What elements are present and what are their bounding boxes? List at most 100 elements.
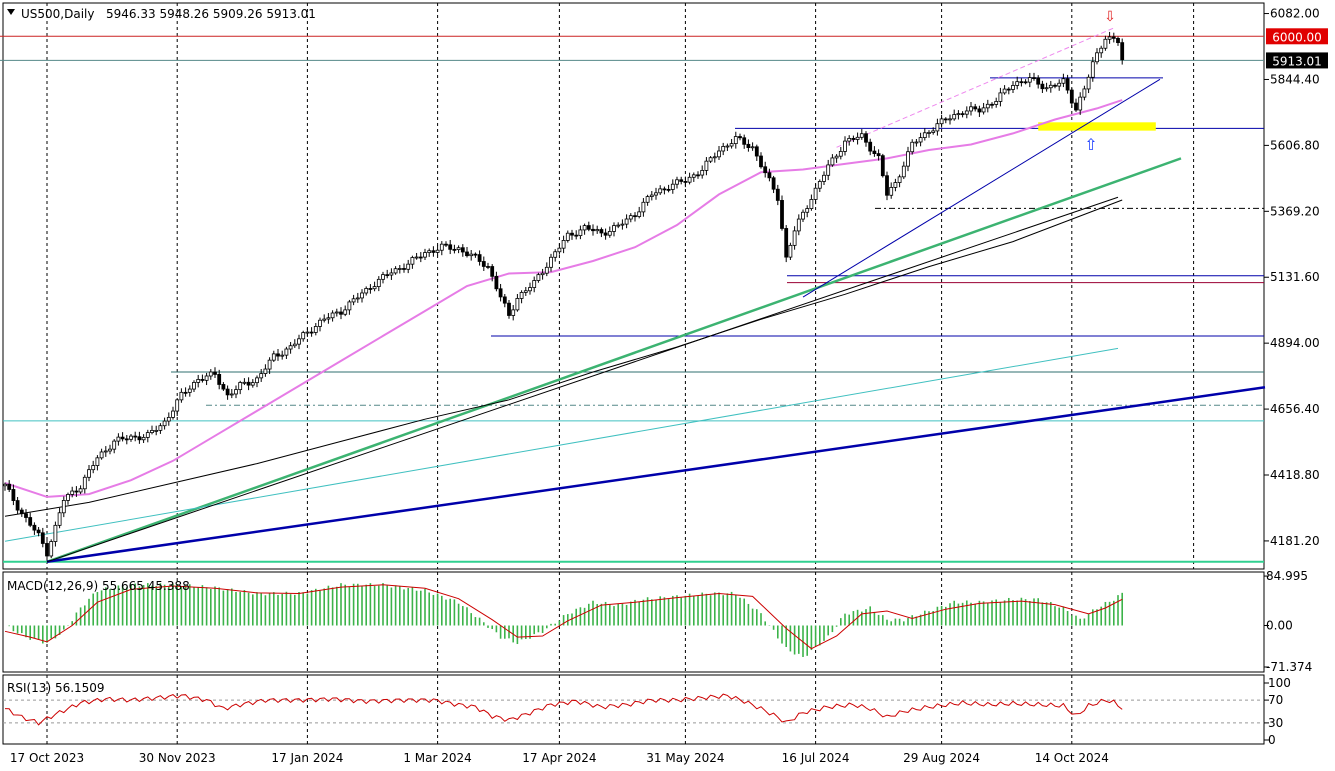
candle-bull <box>914 141 919 144</box>
candle-bull <box>595 229 600 232</box>
x-tick-label: 30 Nov 2023 <box>139 751 216 765</box>
candle-bear <box>780 200 784 229</box>
horizontal-levels <box>0 35 1264 563</box>
candle-bull <box>78 488 83 493</box>
candle-bull <box>87 469 91 478</box>
candle-bull <box>301 332 306 340</box>
candle-bull <box>645 196 650 203</box>
candle-bear <box>977 108 982 113</box>
candle-bull <box>922 132 927 138</box>
candle-bull <box>939 118 944 125</box>
candle-bull <box>717 150 721 158</box>
candle-bull <box>288 345 293 350</box>
down-arrow-icon: ⇩ <box>1104 9 1116 25</box>
x-tick-label: 14 Oct 2024 <box>1035 751 1109 765</box>
candle-bull <box>733 136 738 145</box>
candle-bear <box>339 311 343 315</box>
candle-bear <box>1053 84 1057 87</box>
candle-bull <box>255 377 259 384</box>
candle-bull <box>691 174 696 178</box>
candle-bull <box>326 317 331 320</box>
candle-bear <box>460 247 465 253</box>
candle-bear <box>385 274 390 277</box>
candle-bull <box>515 298 520 311</box>
candle-bear <box>490 266 495 277</box>
candle-bull <box>66 494 70 501</box>
x-tick-label: 31 May 2024 <box>646 751 724 765</box>
candle-bull <box>82 476 87 490</box>
candle-bull <box>893 182 898 188</box>
candle-bull <box>238 382 243 391</box>
candle-bull <box>796 218 801 232</box>
y-tick-label: 4894.00 <box>1270 336 1320 350</box>
candle-bear <box>775 188 780 201</box>
candle-bull <box>889 187 894 196</box>
candle-bull <box>192 382 196 390</box>
candle-bear <box>767 172 772 179</box>
candle-bear <box>763 166 768 174</box>
x-tick-label: 17 Jan 2024 <box>271 751 343 765</box>
candle-bull <box>280 354 285 357</box>
candle-bull <box>355 297 360 300</box>
candle-bull <box>250 382 255 386</box>
candle-bear <box>960 113 965 116</box>
candle-bear <box>448 244 453 250</box>
candle-bull <box>196 379 201 383</box>
last-price-label: 5913.01 <box>1272 54 1322 68</box>
candle-bull <box>725 145 730 148</box>
trendline <box>836 27 1114 148</box>
candle-bull <box>99 451 104 459</box>
candle-bear <box>880 155 885 177</box>
candle-bull <box>641 201 646 213</box>
candle-bear <box>276 353 280 357</box>
candle-bear <box>591 228 595 232</box>
candle-bull <box>70 490 75 495</box>
candle-bull <box>607 231 612 236</box>
candle-bull <box>847 137 852 142</box>
candle-bull <box>330 312 335 319</box>
candle-bear <box>1040 83 1045 90</box>
candle-bull <box>410 257 415 265</box>
candle-bear <box>473 253 478 256</box>
candle-bull <box>1082 88 1087 98</box>
x-tick-label: 16 Jul 2024 <box>782 751 850 765</box>
candle-bull <box>998 92 1003 102</box>
candle-bull <box>670 183 675 190</box>
candle-bull <box>103 450 108 453</box>
candle-bull <box>376 278 381 287</box>
candle-bull <box>334 311 339 314</box>
candle-bull <box>788 244 793 258</box>
candle-bull <box>948 118 952 121</box>
candlesticks <box>3 31 1125 561</box>
candle-bull <box>721 146 726 152</box>
candle-bull <box>704 160 709 171</box>
candle-bear <box>1065 78 1070 91</box>
symbol-menu-triangle-icon[interactable] <box>7 9 15 15</box>
candle-bull <box>179 391 184 401</box>
candle-bull <box>292 343 297 347</box>
macd-y-tick-label: 84.995 <box>1266 569 1308 583</box>
candle-bear <box>431 250 436 253</box>
candle-bull <box>969 106 973 112</box>
candle-bull <box>519 292 524 299</box>
candle-bear <box>771 177 776 190</box>
candle-bull <box>175 399 180 412</box>
candle-bull <box>318 319 322 327</box>
trendline <box>46 386 1266 564</box>
candle-bull <box>1061 78 1066 84</box>
candle-bear <box>24 513 28 518</box>
candle-bear <box>1032 77 1036 80</box>
candle-bear <box>213 371 217 375</box>
candle-bull <box>700 170 705 176</box>
candle-bull <box>906 151 910 167</box>
candle-bull <box>49 541 54 557</box>
candle-bull <box>708 157 713 162</box>
trendline <box>46 196 1119 563</box>
candle-bear <box>15 500 20 511</box>
candle-bull <box>1057 82 1062 87</box>
macd-y-tick-label: -71.374 <box>1266 660 1312 674</box>
ohlc-values: 5946.33 5948.26 5909.26 5913.01 <box>106 7 316 21</box>
candle-bull <box>1027 77 1032 83</box>
candle-bull <box>343 309 348 315</box>
